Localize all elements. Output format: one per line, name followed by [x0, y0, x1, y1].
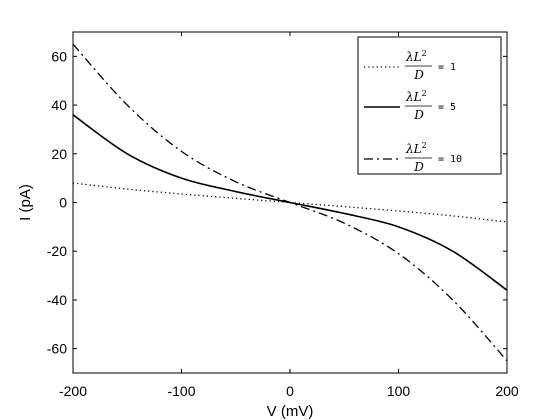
y-tick-label: -20 — [47, 243, 67, 259]
y-tick-label: 0 — [59, 195, 67, 211]
y-tick-label: 60 — [51, 48, 67, 64]
legend-exponent: 2 — [422, 49, 427, 58]
legend-exponent: 2 — [422, 141, 427, 150]
x-tick-label: 200 — [495, 383, 519, 399]
x-tick-label: -200 — [59, 383, 87, 399]
legend-lambda: λ — [405, 50, 414, 64]
y-tick-label: 40 — [51, 97, 67, 113]
y-tick-label: -40 — [47, 292, 67, 308]
legend-denominator: D — [413, 160, 424, 174]
series-line-3 — [72, 43, 508, 362]
legend-numerator: λL2 — [405, 49, 427, 64]
legend-box — [357, 36, 502, 175]
legend-equals: = — [438, 154, 444, 165]
legend-value-1: 1 — [450, 62, 456, 73]
plot-frame — [72, 31, 508, 374]
legend-numerator: λL2 — [405, 141, 427, 156]
y-axis-label: I (pA) — [17, 184, 34, 221]
legend-denominator: D — [413, 108, 424, 122]
legend-l: L — [413, 90, 422, 104]
legend-l: L — [413, 142, 422, 156]
x-axis-label: V (mV) — [267, 403, 314, 420]
y-tick-label: -60 — [47, 341, 67, 357]
legend-lambda: λ — [405, 90, 414, 104]
legend-exponent: 2 — [422, 89, 427, 98]
legend-equals: = — [438, 62, 444, 73]
legend-value-2: 5 — [450, 102, 456, 113]
y-tick-label: 20 — [51, 146, 67, 162]
legend-equals: = — [438, 102, 444, 113]
series-group — [72, 43, 508, 362]
x-tick-label: 100 — [387, 383, 411, 399]
legend-numerator: λL2 — [405, 89, 427, 104]
legend-denominator: D — [413, 68, 424, 82]
legend-lambda: λ — [405, 142, 414, 156]
x-tick-label: -100 — [167, 383, 195, 399]
legend-value-3: 10 — [450, 154, 462, 165]
legend-l: L — [413, 50, 422, 64]
x-tick-label: 0 — [286, 383, 294, 399]
